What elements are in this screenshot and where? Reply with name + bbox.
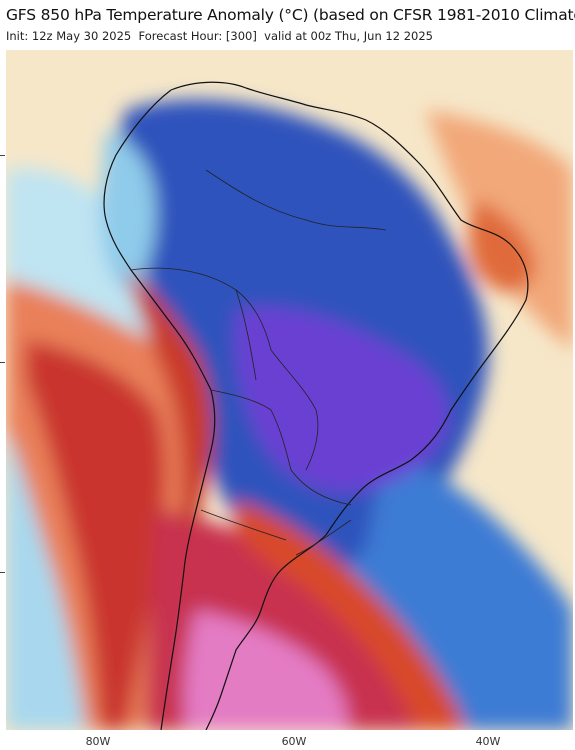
mild-cold-atlantic [335, 450, 573, 730]
strong-cold-core [235, 307, 449, 493]
hot-pacific-core [26, 340, 166, 730]
map-header: GFS 850 hPa Temperature Anomaly (°C) (ba… [0, 0, 575, 48]
anomaly-map-svg [6, 50, 573, 730]
lat-tick [0, 572, 5, 573]
lon-label-80w: 80W [85, 735, 111, 748]
cool-andes-north [99, 130, 156, 290]
forecast-hour: Forecast Hour: [300] [138, 29, 257, 43]
map-title: GFS 850 hPa Temperature Anomaly (°C) (ba… [6, 6, 575, 24]
lon-label-60w: 60W [281, 735, 307, 748]
lat-tick [0, 155, 5, 156]
hot-andes-strip [126, 270, 213, 530]
map-subtitle: Init: 12z May 30 2025 Forecast Hour: [30… [6, 29, 433, 43]
hot-atlantic-patch [468, 200, 536, 293]
continent-coastline [170, 81, 529, 730]
lon-label-40w: 40W [475, 735, 501, 748]
country-borders [130, 169, 387, 556]
extreme-patagonia-core [184, 610, 348, 730]
warm-southeast-band [236, 500, 466, 730]
anomaly-map [6, 50, 573, 730]
valid-time: valid at 00z Thu, Jun 12 2025 [264, 29, 433, 43]
lat-tick [0, 362, 5, 363]
pacific-coastline [103, 89, 216, 730]
axis-strip [0, 730, 575, 750]
init-time: Init: 12z May 30 2025 [6, 29, 132, 43]
